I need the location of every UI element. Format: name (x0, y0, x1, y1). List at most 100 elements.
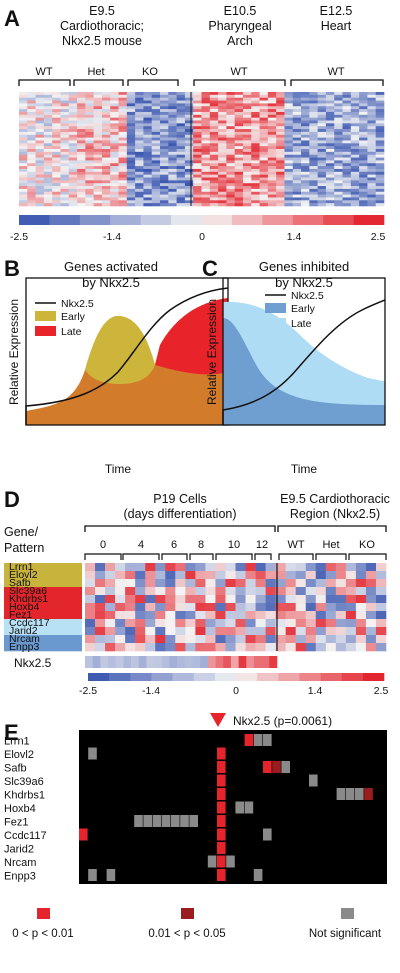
heatmap-cell (284, 103, 294, 107)
heatmap-cell (234, 114, 244, 118)
colorbar-segment (362, 673, 385, 681)
heatmap-cell (359, 149, 368, 153)
heatmap-cell (35, 171, 45, 175)
heatmap-cell (350, 109, 360, 113)
heatmap-cell (160, 194, 169, 198)
heatmap-cell (225, 595, 236, 604)
colorbar-segment (231, 215, 263, 225)
heatmap-cell (334, 103, 343, 107)
colorbar-segment (257, 673, 279, 681)
heatmap-cell (367, 94, 377, 98)
heatmap-cell (168, 92, 177, 96)
heatmap-cell (317, 103, 327, 107)
heatmap-cell (325, 166, 335, 170)
heatmap-cell (126, 154, 136, 158)
heatmap-cell (234, 146, 244, 150)
heatmap-cell (301, 203, 310, 207)
heatmap-cell (292, 197, 302, 201)
heatmap-cell (27, 146, 36, 150)
heatmap-cell (367, 140, 377, 144)
heatmap-cell (218, 120, 227, 124)
heatmap-cell (255, 579, 266, 588)
heatmap-cell (218, 129, 227, 133)
heatmap-cell (325, 143, 335, 147)
gene-pattern-swatch (4, 635, 82, 644)
heatmap-cell (284, 154, 294, 158)
heatmap-cell (126, 188, 136, 193)
heatmap-cell (276, 197, 285, 201)
heatmap-cell (234, 140, 244, 144)
heatmap-cell (342, 126, 352, 130)
heatmap-cell (151, 134, 161, 138)
heatmap-cell (355, 611, 367, 620)
heatmap-cell (375, 151, 385, 155)
heatmap-cell (218, 163, 227, 167)
heatmap-cell (275, 627, 286, 636)
heatmap-cell (276, 174, 285, 178)
heatmap-cell (110, 146, 119, 150)
heatmap-cell (43, 103, 53, 107)
heatmap-cell (93, 177, 103, 181)
heatmap-cell (52, 180, 61, 184)
heatmap-cell (267, 149, 277, 153)
heatmap-cell (101, 111, 111, 116)
heatmap-cell (365, 571, 377, 580)
heatmap-cell (195, 563, 206, 572)
heatmap-cell (185, 603, 196, 612)
heatmap-cell (126, 186, 136, 190)
heatmap-cell (60, 140, 70, 144)
heatmap-cell (77, 163, 86, 167)
heatmap-cell (284, 160, 294, 164)
heatmap-cell (52, 123, 61, 127)
heatmap-cell (251, 146, 260, 150)
heatmap-cell (251, 114, 260, 118)
heatmap-cell (105, 587, 116, 596)
heatmap-cell (93, 134, 103, 138)
heatmap-cell (242, 111, 252, 116)
heatmap-cell (292, 177, 302, 181)
heatmap-cell (334, 197, 343, 201)
significance-cell (88, 747, 97, 760)
heatmap-cell (27, 154, 36, 158)
heatmap-cell (242, 197, 252, 201)
heatmap-cell (275, 611, 286, 620)
heatmap-cell (367, 106, 377, 110)
panel-c-letter: C (202, 256, 218, 281)
heatmap-cell (118, 143, 128, 147)
heatmap-cell (276, 191, 285, 195)
heatmap-cell (27, 174, 36, 178)
heatmap-cell (135, 151, 144, 155)
heatmap-cell (375, 611, 387, 620)
heatmap-cell (151, 97, 161, 101)
heatmap-cell (193, 103, 202, 107)
heatmap-cell (309, 126, 318, 130)
heatmap-cell (284, 180, 294, 184)
heatmap-cell (267, 97, 277, 101)
heatmap-cell (342, 163, 352, 167)
heatmap-cell (68, 194, 78, 198)
heatmap-cell (145, 571, 156, 580)
heatmap-cell (359, 154, 368, 158)
heatmap-cell (245, 603, 256, 612)
heatmap-cell (209, 117, 219, 121)
heatmap-cell (126, 146, 136, 150)
heatmap-cell (276, 188, 285, 193)
heatmap-cell (215, 635, 226, 644)
heatmap-cell (115, 563, 126, 572)
heatmap-cell (367, 111, 377, 116)
heatmap-cell (160, 103, 169, 107)
heatmap-cell (126, 197, 136, 201)
heatmap-cell (292, 194, 302, 198)
heatmap-cell (143, 103, 153, 107)
heatmap-cell (367, 168, 377, 173)
heatmap-cell (267, 194, 277, 198)
heatmap-cell (110, 188, 119, 193)
heatmap-cell (342, 203, 352, 207)
heatmap-cell (226, 134, 235, 138)
heatmap-cell (151, 163, 161, 167)
heatmap-cell (160, 114, 169, 118)
heatmap-cell (176, 171, 186, 175)
heatmap-cell (118, 174, 128, 178)
heatmap-cell (305, 595, 317, 604)
heatmap-cell (165, 611, 176, 620)
